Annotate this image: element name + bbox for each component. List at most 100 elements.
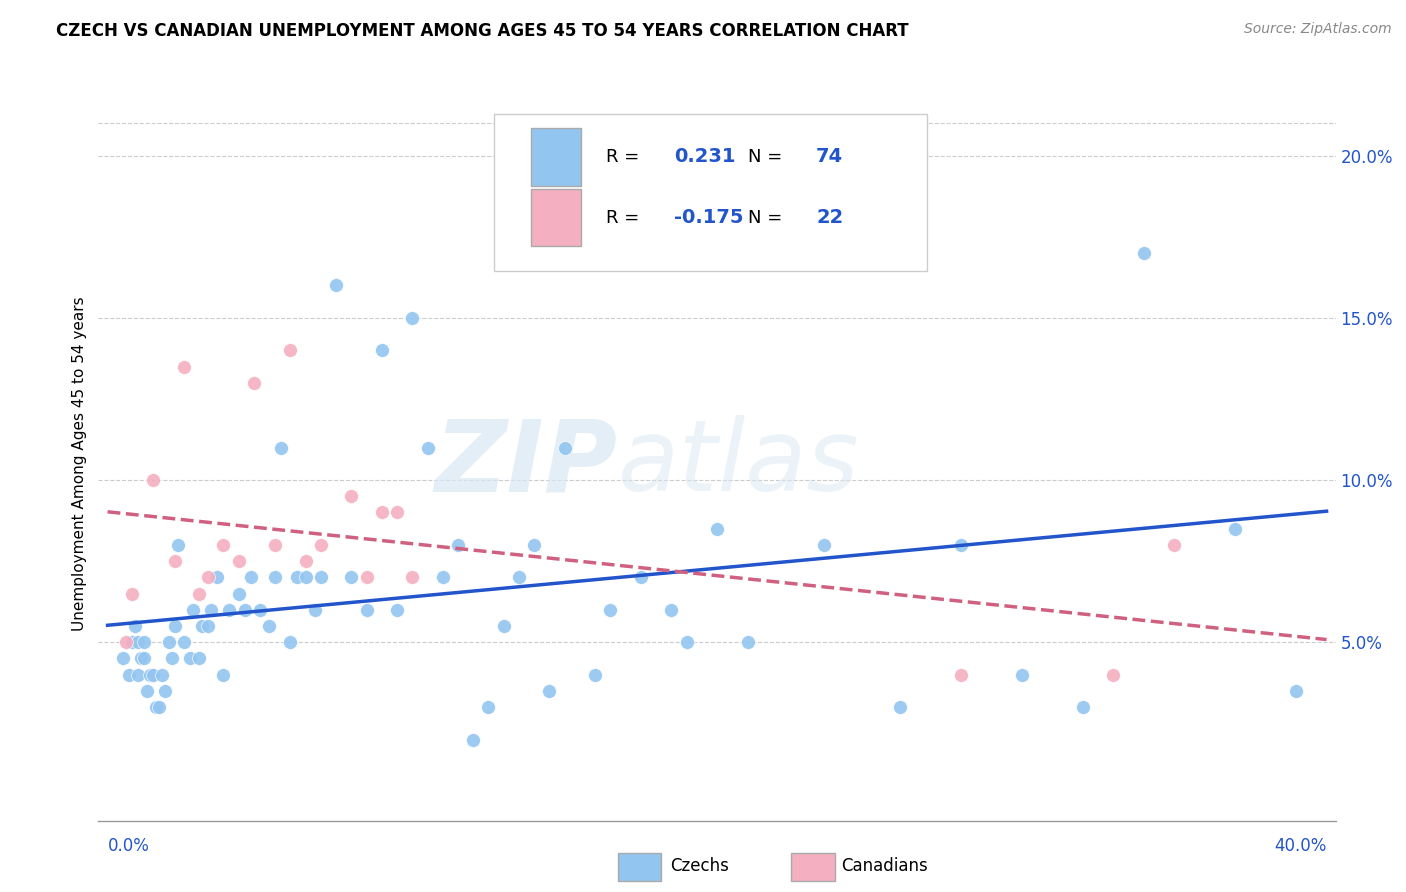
- Point: [492, 619, 515, 633]
- Text: -0.175: -0.175: [673, 208, 744, 227]
- Point: [294, 570, 316, 584]
- Point: [706, 522, 728, 536]
- Point: [385, 603, 408, 617]
- Point: [136, 684, 159, 698]
- FancyBboxPatch shape: [531, 128, 581, 186]
- Point: [152, 667, 174, 681]
- Point: [212, 667, 235, 681]
- Point: [889, 700, 911, 714]
- Text: Czechs: Czechs: [671, 857, 728, 875]
- Point: [401, 570, 423, 584]
- Point: [1011, 667, 1033, 681]
- Point: [447, 538, 470, 552]
- Point: [155, 684, 177, 698]
- Point: [1132, 246, 1154, 260]
- Point: [129, 651, 152, 665]
- Point: [157, 635, 180, 649]
- Point: [181, 603, 204, 617]
- Point: [782, 165, 804, 179]
- Point: [356, 603, 378, 617]
- Text: CZECH VS CANADIAN UNEMPLOYMENT AMONG AGES 45 TO 54 YEARS CORRELATION CHART: CZECH VS CANADIAN UNEMPLOYMENT AMONG AGE…: [56, 22, 908, 40]
- Point: [148, 700, 170, 714]
- Point: [675, 635, 697, 649]
- Point: [173, 635, 195, 649]
- Point: [280, 343, 302, 358]
- Point: [139, 667, 162, 681]
- Point: [304, 603, 326, 617]
- Text: 40.0%: 40.0%: [1274, 837, 1326, 855]
- Point: [121, 586, 143, 600]
- Point: [228, 554, 250, 568]
- Point: [340, 570, 363, 584]
- Text: N =: N =: [748, 148, 787, 166]
- Y-axis label: Unemployment Among Ages 45 to 54 years: Unemployment Among Ages 45 to 54 years: [72, 296, 87, 632]
- Point: [257, 619, 280, 633]
- FancyBboxPatch shape: [619, 853, 661, 881]
- Point: [207, 570, 229, 584]
- Point: [188, 586, 211, 600]
- Point: [160, 651, 183, 665]
- Point: [1071, 700, 1094, 714]
- Point: [228, 586, 250, 600]
- Point: [127, 667, 149, 681]
- Text: 0.0%: 0.0%: [108, 837, 149, 855]
- Point: [142, 473, 165, 487]
- Point: [463, 732, 485, 747]
- Point: [949, 667, 972, 681]
- Point: [115, 635, 138, 649]
- Point: [371, 343, 394, 358]
- Point: [949, 538, 972, 552]
- Point: [233, 603, 256, 617]
- Text: Canadians: Canadians: [841, 857, 928, 875]
- Point: [325, 278, 347, 293]
- Point: [630, 570, 652, 584]
- Point: [294, 554, 316, 568]
- Point: [371, 506, 394, 520]
- Point: [118, 667, 141, 681]
- Point: [212, 538, 235, 552]
- Text: R =: R =: [606, 209, 645, 227]
- Point: [218, 603, 240, 617]
- Point: [134, 651, 156, 665]
- Point: [124, 619, 146, 633]
- Text: R =: R =: [606, 148, 645, 166]
- Point: [200, 603, 222, 617]
- Point: [1102, 667, 1125, 681]
- Point: [432, 570, 454, 584]
- Text: ZIP: ZIP: [434, 416, 619, 512]
- Text: Source: ZipAtlas.com: Source: ZipAtlas.com: [1244, 22, 1392, 37]
- Point: [127, 635, 149, 649]
- Point: [737, 635, 759, 649]
- Point: [340, 489, 363, 503]
- Point: [173, 359, 195, 374]
- Point: [179, 651, 201, 665]
- Text: 22: 22: [815, 208, 844, 227]
- Point: [1223, 522, 1246, 536]
- FancyBboxPatch shape: [531, 189, 581, 246]
- Point: [583, 667, 606, 681]
- Text: 0.231: 0.231: [673, 147, 735, 167]
- Point: [121, 635, 143, 649]
- Point: [309, 538, 332, 552]
- Point: [477, 700, 499, 714]
- Point: [249, 603, 271, 617]
- Point: [1163, 538, 1185, 552]
- Point: [134, 635, 156, 649]
- Point: [191, 619, 214, 633]
- Point: [188, 651, 211, 665]
- FancyBboxPatch shape: [792, 853, 835, 881]
- Point: [142, 667, 165, 681]
- Point: [239, 570, 262, 584]
- Text: N =: N =: [748, 209, 787, 227]
- Point: [416, 441, 439, 455]
- Point: [523, 538, 546, 552]
- Point: [111, 651, 134, 665]
- Point: [243, 376, 266, 390]
- Point: [554, 441, 576, 455]
- Point: [270, 441, 292, 455]
- Point: [285, 570, 308, 584]
- Point: [309, 570, 332, 584]
- Text: 74: 74: [815, 147, 844, 167]
- Point: [264, 570, 287, 584]
- Point: [385, 506, 408, 520]
